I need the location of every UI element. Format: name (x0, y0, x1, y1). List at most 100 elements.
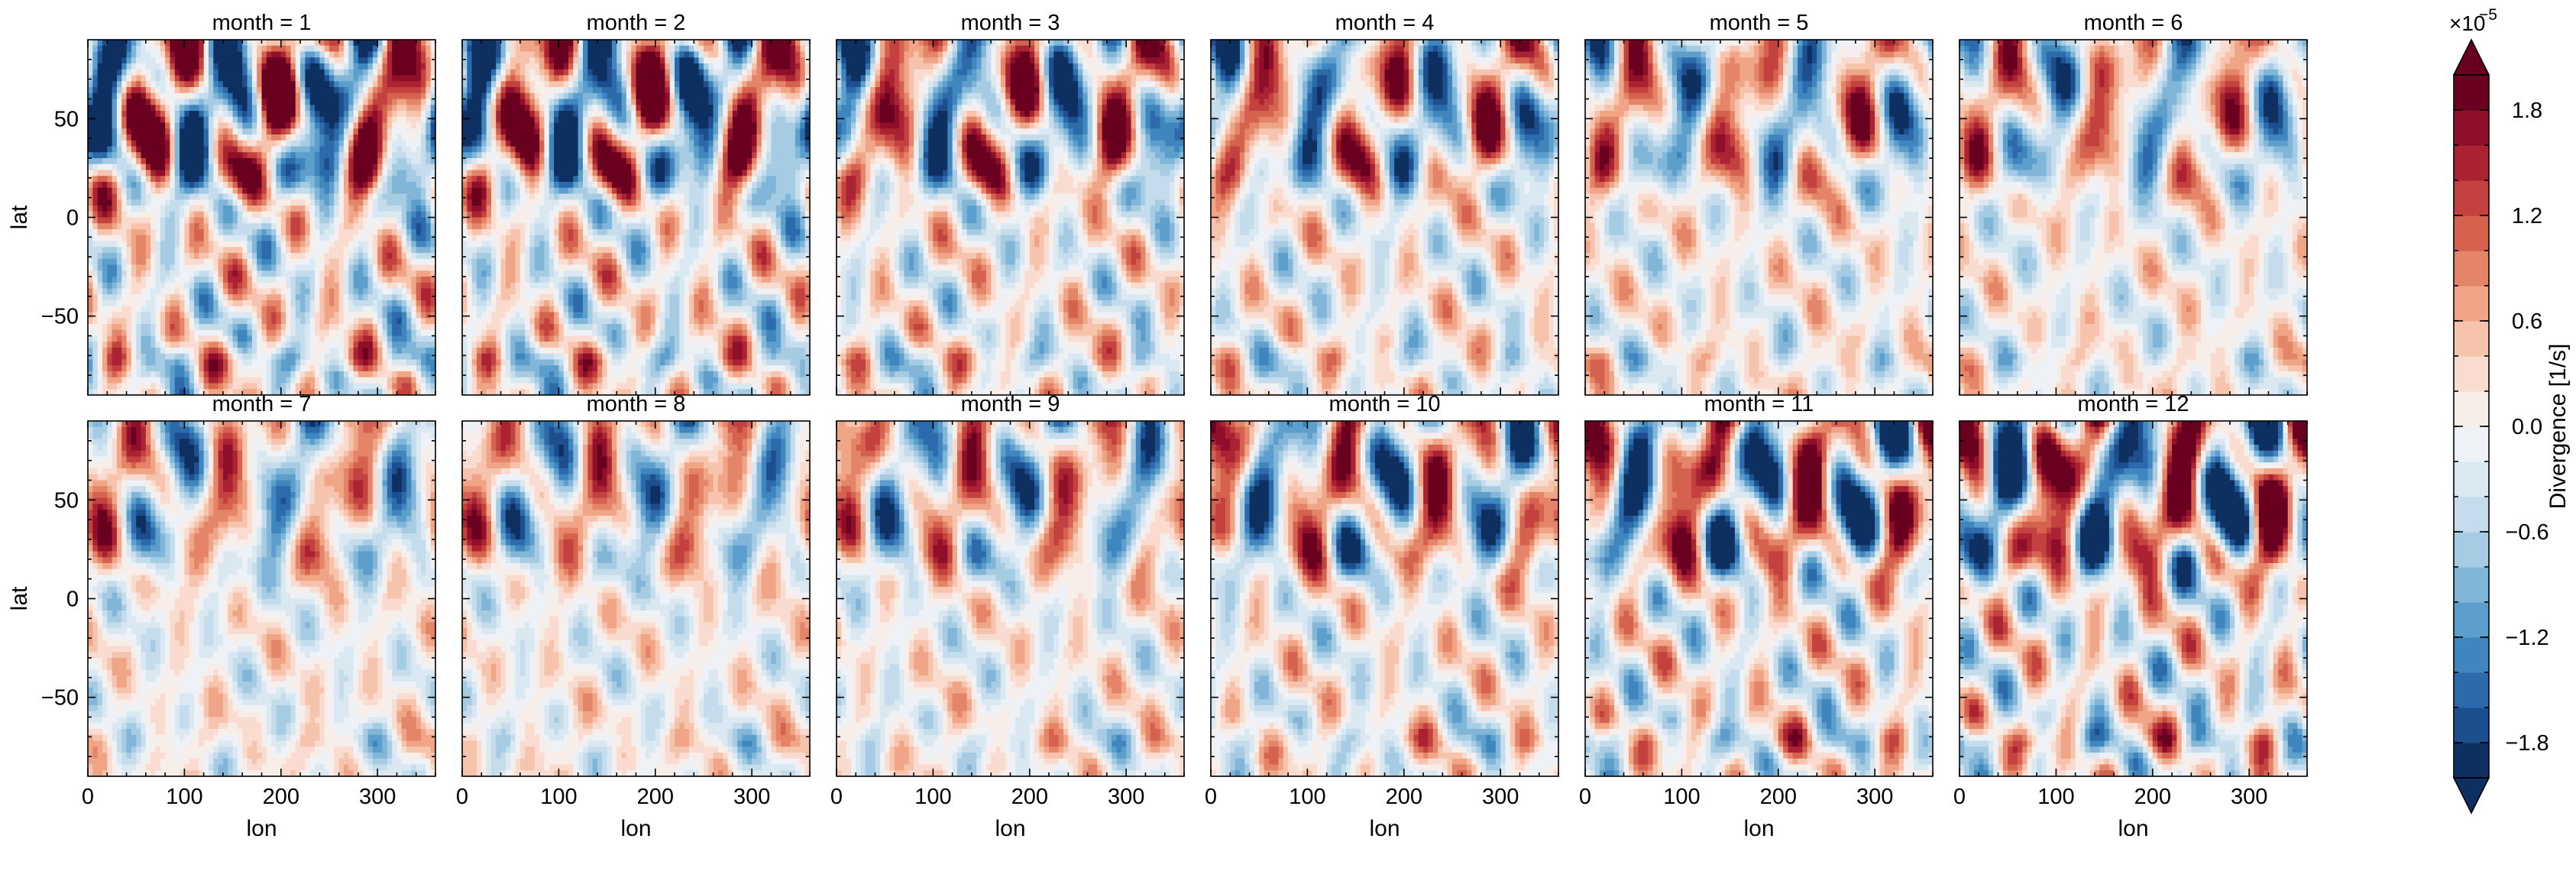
field-cell (286, 359, 292, 366)
field-cell (150, 229, 157, 236)
field-cell (315, 211, 321, 219)
field-cell (203, 146, 209, 153)
field-cell (203, 152, 209, 159)
field-cell (372, 199, 378, 206)
field-cell (338, 235, 345, 242)
field-cell (363, 389, 369, 395)
field-cell (261, 247, 267, 254)
field-cell (257, 164, 263, 171)
field-cell (194, 140, 200, 147)
field-cell (334, 146, 340, 153)
field-cell (309, 51, 316, 58)
field-cell (165, 300, 171, 307)
field-cell (775, 57, 782, 64)
field-cell (237, 377, 243, 384)
field-cell (121, 45, 128, 53)
field-cell (174, 235, 180, 242)
field-cell (170, 57, 176, 64)
field-cell (732, 75, 738, 82)
field-cell (421, 81, 427, 88)
field-cell (295, 40, 301, 47)
field-cell (116, 217, 122, 224)
field-cell (131, 241, 137, 248)
field-cell (655, 69, 661, 76)
field-cell (107, 348, 113, 355)
field-cell (170, 383, 176, 390)
field-cell (136, 75, 142, 82)
field-cell (266, 116, 272, 124)
field-cell (481, 45, 487, 53)
field-cell (121, 229, 128, 236)
field-cell (717, 75, 723, 82)
field-cell (251, 217, 257, 224)
field-cell (184, 300, 190, 307)
field-cell (102, 187, 108, 195)
field-cell (189, 146, 195, 153)
field-cell (88, 229, 94, 236)
field-cell (665, 57, 671, 64)
field-cell (353, 312, 359, 319)
field-cell (353, 217, 359, 224)
field-cell (102, 63, 108, 70)
field-cell (387, 300, 393, 307)
field-cell (242, 158, 248, 165)
field-cell (208, 365, 215, 372)
field-cell (97, 57, 103, 64)
field-cell (126, 193, 132, 200)
field-cell (150, 383, 157, 390)
field-cell (107, 306, 113, 313)
field-cell (199, 92, 205, 100)
field-cell (165, 57, 171, 64)
field-cell (131, 92, 137, 100)
field-cell (121, 312, 128, 319)
field-cell (338, 170, 345, 176)
field-cell (377, 134, 383, 141)
field-cell (607, 63, 613, 70)
field-cell (257, 300, 263, 307)
field-cell (396, 99, 403, 105)
field-cell (295, 253, 301, 260)
field-cell (170, 193, 176, 200)
field-cell (150, 353, 157, 361)
field-cell (771, 69, 777, 76)
field-cell (319, 253, 325, 260)
field-cell (160, 253, 166, 260)
field-cell (426, 288, 432, 295)
field-cell (401, 270, 407, 277)
field-cell (358, 193, 364, 200)
field-cell (324, 253, 330, 260)
field-cell (150, 324, 157, 331)
field-cell (775, 63, 782, 70)
field-cell (372, 235, 378, 242)
field-cell (145, 199, 151, 206)
field-cell (328, 306, 335, 313)
field-cell (290, 69, 296, 76)
field-cell (184, 229, 190, 236)
field-cell (121, 241, 128, 248)
field-cell (421, 111, 427, 118)
field-cell (467, 69, 473, 76)
field-cell (804, 57, 810, 64)
field-cell (411, 335, 417, 342)
field-cell (800, 45, 806, 53)
field-cell (247, 359, 253, 366)
field-cell (222, 81, 228, 88)
field-cell (309, 277, 316, 283)
field-cell (476, 40, 482, 47)
field-cell (208, 229, 215, 236)
field-cell (602, 63, 608, 70)
field-cell (180, 92, 186, 100)
field-cell (462, 81, 468, 88)
field-cell (145, 164, 151, 171)
field-cell (232, 140, 238, 147)
field-cell (358, 75, 364, 82)
field-cell (97, 359, 103, 366)
field-cell (343, 229, 349, 236)
field-cell (218, 342, 224, 348)
field-cell (358, 359, 364, 366)
field-cell (222, 312, 228, 319)
field-cell (411, 193, 417, 200)
field-cell (107, 187, 113, 195)
field-cell (242, 187, 248, 195)
field-cell (353, 306, 359, 313)
